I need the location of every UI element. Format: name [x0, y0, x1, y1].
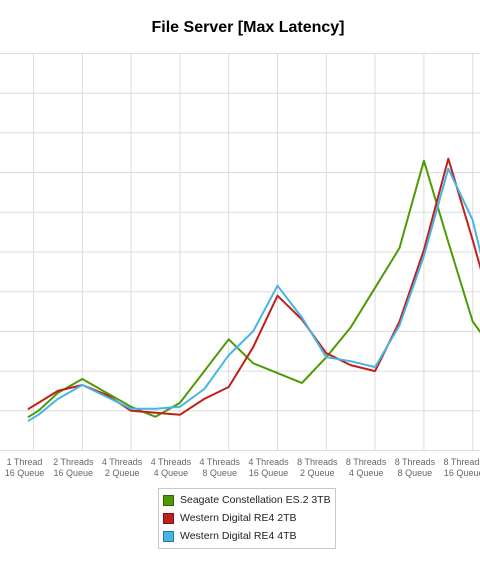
legend-swatch — [163, 494, 174, 506]
x-tick-label: 4 Threads 8 Queue — [200, 457, 241, 478]
x-tick-label: 4 Threads 4 Queue — [151, 457, 192, 478]
line-chart: 1 Thread 16 Queue 2 Threads 16 Queue 4 Threa… — [0, 53, 480, 478]
series-lines — [27, 157, 480, 422]
x-tick-label: 8 Threads 16 Queue — [444, 457, 480, 478]
x-tick-label: 2 Threads 16 Queue — [53, 457, 94, 478]
legend-label: Western Digital RE4 2TB — [180, 512, 297, 524]
x-tick-label: 4 Threads 16 Queue — [248, 457, 289, 478]
legend-swatch — [163, 530, 174, 542]
x-tick-label: 8 Threads 8 Queue — [395, 457, 436, 478]
series-line — [27, 167, 480, 422]
legend-label: Western Digital RE4 4TB — [180, 530, 297, 542]
x-tick-label: 4 Threads 2 Queue — [102, 457, 143, 478]
x-tick-label: 8 Threads 2 Queue — [297, 457, 338, 478]
legend-item[interactable]: Western Digital RE4 2TB — [163, 509, 331, 527]
x-tick-label: 8 Threads 4 Queue — [346, 457, 387, 478]
chart-title: File Server [Max Latency] — [151, 19, 345, 36]
x-tick-labels: 1 Thread 16 Queue 2 Threads 16 Queue 4 Threa… — [5, 457, 480, 478]
legend: Seagate Constellation ES.2 3TB Western Di… — [158, 488, 336, 549]
legend-item[interactable]: Western Digital RE4 4TB — [163, 527, 331, 545]
grid-lines — [0, 53, 480, 451]
legend-item[interactable]: Seagate Constellation ES.2 3TB — [163, 491, 331, 509]
legend-swatch — [163, 512, 174, 524]
x-tick-label: 1 Thread 16 Queue — [5, 457, 45, 478]
legend-label: Seagate Constellation ES.2 3TB — [180, 494, 331, 506]
